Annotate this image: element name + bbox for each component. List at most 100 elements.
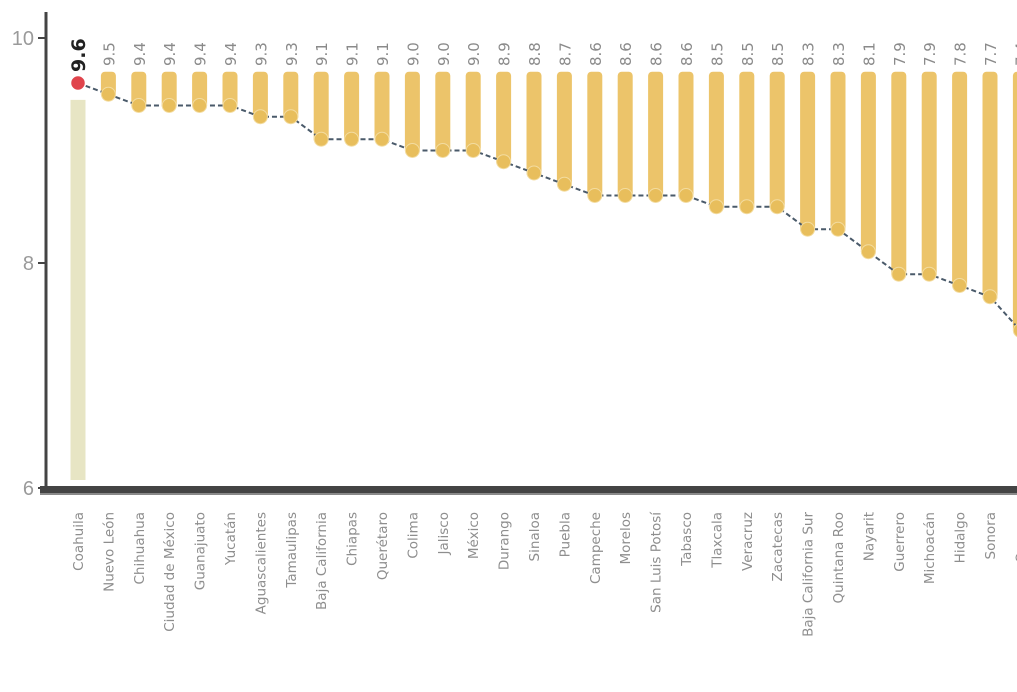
category-label: Sonora xyxy=(983,512,999,559)
value-label: 8.9 xyxy=(496,42,514,66)
bar xyxy=(283,71,299,121)
value-label: 9.4 xyxy=(222,42,240,66)
value-label: 8.6 xyxy=(587,42,605,66)
value-label: 9.1 xyxy=(313,42,331,66)
value-label: 9.0 xyxy=(404,42,422,66)
y-tick-label: 10 xyxy=(12,28,34,50)
value-label: 7.8 xyxy=(952,42,970,66)
value-labels: 9.6 9.5 9.4 9.4 9.4 9.4 9.3 9.3 9.1 9.1 9.1 9.0 9.0 9… xyxy=(68,38,1017,72)
value-label: 7.9 xyxy=(921,42,939,66)
bar xyxy=(404,71,420,155)
bar xyxy=(830,71,846,234)
data-point xyxy=(708,199,724,215)
category-label: Tamaulipas xyxy=(284,512,300,589)
data-points xyxy=(69,74,1017,338)
value-label: 9.0 xyxy=(465,42,483,66)
data-point xyxy=(587,188,603,203)
x-axis-line xyxy=(40,486,1017,493)
bar xyxy=(860,71,876,256)
category-label: Oaxaca xyxy=(1013,512,1017,563)
category-label: Nuevo León xyxy=(101,512,117,592)
category-label: Coahuila xyxy=(71,512,87,571)
category-label: Quintana Roo xyxy=(831,512,847,603)
data-point xyxy=(496,154,512,170)
data-point xyxy=(648,188,664,203)
data-point xyxy=(921,266,937,282)
data-point xyxy=(769,199,785,215)
bar xyxy=(252,71,268,121)
category-label: Morelos xyxy=(618,512,634,565)
value-label: 9.4 xyxy=(131,42,149,66)
bar xyxy=(678,71,694,200)
data-point xyxy=(678,188,694,203)
value-label: 9.1 xyxy=(374,42,392,66)
data-point xyxy=(222,98,238,113)
value-label: 9.1 xyxy=(344,42,362,66)
data-point xyxy=(161,98,177,113)
bar xyxy=(587,71,603,200)
y-tick-label: 6 xyxy=(23,478,34,500)
bar xyxy=(374,71,390,144)
y-axis: 6 8 10 xyxy=(12,12,48,500)
category-label: Veracruz xyxy=(740,512,756,571)
bar xyxy=(526,71,542,177)
data-point xyxy=(252,109,268,125)
value-label: 8.3 xyxy=(830,42,848,66)
bar xyxy=(708,71,724,211)
connector-line xyxy=(77,82,1017,329)
value-label: 8.5 xyxy=(769,42,787,66)
value-label: 9.4 xyxy=(192,42,210,66)
category-label: Zacatecas xyxy=(770,512,786,582)
data-point xyxy=(1012,323,1017,338)
bar xyxy=(982,71,998,301)
category-label: Colima xyxy=(405,512,421,559)
bar xyxy=(435,71,451,155)
value-label: 8.1 xyxy=(860,42,878,66)
data-point xyxy=(374,131,390,147)
value-label: 9.5 xyxy=(100,42,118,66)
value-label: 9.3 xyxy=(283,42,301,66)
value-label: 9.4 xyxy=(161,42,179,66)
bar xyxy=(739,71,755,211)
value-label: 8.6 xyxy=(648,42,666,66)
data-point xyxy=(404,143,420,158)
value-label: 8.5 xyxy=(739,42,757,66)
category-label: Chiapas xyxy=(345,512,361,566)
data-point xyxy=(982,289,998,305)
data-point xyxy=(435,143,451,158)
value-label: 8.5 xyxy=(708,42,726,66)
bar xyxy=(648,71,664,200)
category-label: Michoacán xyxy=(922,512,938,584)
category-label: Aguascalientes xyxy=(253,512,269,614)
category-label: México xyxy=(466,512,482,559)
category-label: Durango xyxy=(497,512,513,570)
data-point xyxy=(69,74,87,92)
value-label: 7.4 xyxy=(1012,42,1017,66)
bar xyxy=(313,71,329,144)
value-label: 8.8 xyxy=(526,42,544,66)
bar xyxy=(556,71,572,189)
category-label: Querétaro xyxy=(375,512,391,580)
category-label: Baja California Sur xyxy=(801,512,817,637)
category-labels: Coahuila Nuevo León Chihuahua Ciudad de Méx… xyxy=(71,511,1017,637)
data-point xyxy=(344,131,360,147)
value-label: 7.7 xyxy=(982,42,1000,66)
bar xyxy=(769,71,785,211)
bar xyxy=(344,71,360,144)
category-label: San Luis Potosí xyxy=(649,511,665,613)
value-label: 8.7 xyxy=(556,42,574,66)
data-point xyxy=(800,221,816,237)
category-label: Guanajuato xyxy=(193,512,209,590)
data-point xyxy=(860,244,876,260)
value-label: 9.3 xyxy=(252,42,270,66)
data-point xyxy=(526,165,542,181)
x-axis xyxy=(40,486,1017,495)
bars xyxy=(70,71,1017,480)
value-label: 8.6 xyxy=(678,42,696,66)
category-label: Nayarit xyxy=(861,512,877,561)
value-label: 9.0 xyxy=(435,42,453,66)
category-label: Campeche xyxy=(588,512,604,584)
category-label: Guerrero xyxy=(892,512,908,572)
category-label: Chihuahua xyxy=(132,512,148,585)
